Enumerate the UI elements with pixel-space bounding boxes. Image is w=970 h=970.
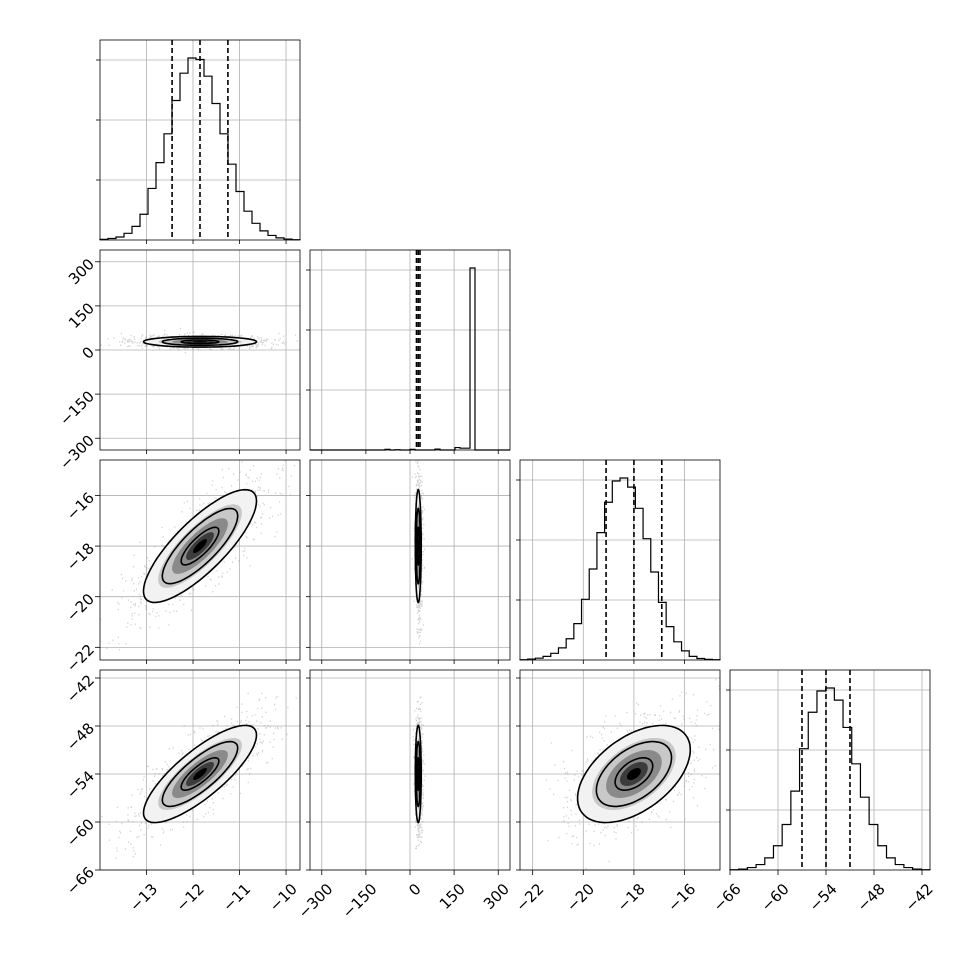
x-tick-label-3-3: −16 bbox=[664, 880, 699, 915]
hist-panel-2 bbox=[306, 249, 511, 451]
x-tick-label-2-4: 300 bbox=[480, 880, 513, 913]
density-core-5 bbox=[627, 768, 641, 780]
density-panel-1-4 bbox=[99, 669, 301, 871]
hist-frame-3 bbox=[519, 459, 721, 661]
density-clip-3 bbox=[101, 692, 300, 859]
histogram-3 bbox=[519, 477, 721, 661]
x-tick-label-2-3: 150 bbox=[436, 880, 469, 913]
x-tick-label-1-1: −12 bbox=[173, 880, 208, 915]
contour-line-1-0 bbox=[180, 526, 220, 566]
contour-line-4-2 bbox=[414, 724, 423, 824]
hist-panel-1 bbox=[96, 39, 301, 241]
x-tick-label-3-2: −18 bbox=[614, 880, 649, 915]
y-tick-label-4-0: −66 bbox=[63, 863, 98, 898]
contour-line-3-2 bbox=[142, 724, 258, 824]
hist-frame-1 bbox=[99, 39, 301, 241]
density-panel-3-4 bbox=[519, 669, 721, 871]
density-panel-1-3 bbox=[99, 459, 301, 661]
contour-line-2-2 bbox=[414, 488, 423, 604]
density-frame-5 bbox=[519, 669, 721, 871]
contour-line-0-0 bbox=[180, 339, 220, 345]
x-tick-label-2-1: −150 bbox=[339, 880, 381, 922]
y-tick-label-3-0: −22 bbox=[63, 641, 98, 676]
x-tick-label-3-1: −20 bbox=[563, 880, 598, 915]
x-tick-label-3-0: −22 bbox=[512, 880, 547, 915]
density-clip-2 bbox=[411, 460, 426, 645]
contour-line-5-2 bbox=[576, 724, 692, 824]
contour-line-3-1 bbox=[161, 740, 239, 808]
density-core-1 bbox=[193, 539, 207, 553]
contour-line-1-1 bbox=[161, 507, 239, 585]
contour-line-0-2 bbox=[142, 335, 258, 348]
x-tick-label-4-0: −66 bbox=[710, 880, 745, 915]
contour-line-2-1 bbox=[415, 507, 422, 586]
x-tick-label-1-0: −13 bbox=[126, 880, 161, 915]
histogram-4 bbox=[729, 687, 931, 871]
density-clip-1 bbox=[100, 460, 296, 651]
density-clip-4 bbox=[412, 696, 426, 850]
y-tick-label-3-1: −20 bbox=[63, 590, 98, 625]
y-tick-label-3-2: −18 bbox=[63, 539, 98, 574]
y-tick-label-4-3: −48 bbox=[63, 719, 98, 754]
hist-frame-4 bbox=[729, 669, 931, 871]
contour-line-4-1 bbox=[415, 740, 422, 808]
density-panel-1-2 bbox=[99, 249, 301, 451]
x-tick-label-4-3: −48 bbox=[854, 880, 889, 915]
contour-line-5-1 bbox=[595, 740, 673, 808]
y-tick-label-3-3: −16 bbox=[63, 489, 98, 524]
contour-line-2-0 bbox=[416, 526, 421, 567]
y-tick-label-2-1: −150 bbox=[56, 387, 98, 429]
y-tick-label-2-4: 300 bbox=[65, 255, 98, 288]
density-panel-2-4 bbox=[309, 669, 511, 871]
x-tick-label-4-4: −42 bbox=[902, 880, 937, 915]
contour-line-5-0 bbox=[614, 756, 654, 792]
density-frame-1 bbox=[99, 459, 301, 661]
y-tick-label-4-1: −60 bbox=[63, 815, 98, 850]
density-core-3 bbox=[193, 768, 207, 780]
hist-panel-3 bbox=[516, 459, 721, 661]
y-tick-label-2-2: 0 bbox=[79, 343, 98, 362]
x-tick-label-4-2: −54 bbox=[806, 880, 841, 915]
x-tick-label-1-2: −11 bbox=[219, 880, 254, 915]
x-tick-label-2-2: 0 bbox=[405, 880, 424, 899]
density-clip-0 bbox=[100, 327, 298, 354]
density-frame-3 bbox=[99, 669, 301, 871]
density-panel-2-3 bbox=[309, 459, 511, 661]
contour-line-1-2 bbox=[142, 488, 258, 604]
y-tick-label-4-4: −42 bbox=[63, 671, 98, 706]
y-tick-label-4-2: −54 bbox=[63, 767, 98, 802]
hist-panel-4 bbox=[726, 669, 931, 871]
density-clip-5 bbox=[545, 679, 720, 870]
x-tick-label-2-0: −300 bbox=[295, 880, 337, 922]
y-tick-label-2-3: 150 bbox=[65, 299, 98, 332]
contour-line-0-1 bbox=[161, 337, 239, 347]
y-tick-label-2-0: −300 bbox=[56, 432, 98, 474]
contour-line-3-0 bbox=[180, 756, 220, 792]
density-core-0 bbox=[193, 341, 207, 343]
x-tick-label-4-1: −60 bbox=[758, 880, 793, 915]
contour-line-4-0 bbox=[416, 756, 421, 792]
